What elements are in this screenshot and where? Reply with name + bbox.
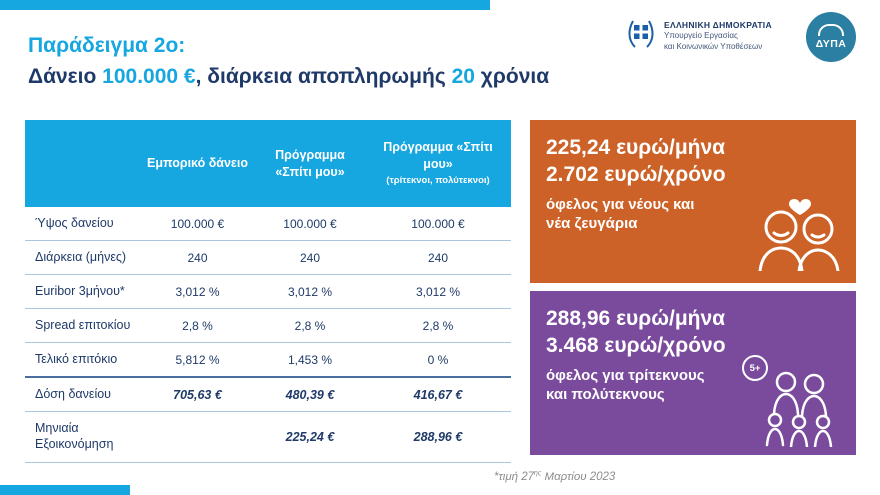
benefit-yearly-amount: 3.468 ευρώ/χρόνο [546,334,726,358]
column-header-program: Πρόγραμμα «Σπίτι μου» [275,147,345,179]
column-header-program-large-family-main: Πρόγραμμα «Σπίτι μου» [383,140,493,172]
benefit-box-large-families: 288,96 ευρώ/μήνα 3.468 ευρώ/χρόνο όφελος… [530,291,856,455]
table-row: Μηνιαία Εξοικονόμηση 225,24 € 288,96 € [25,412,511,463]
cell-value: 3,012 % [175,284,220,299]
couple-icon [754,191,846,273]
benefit-description-line2: νέα ζευγάρια [546,215,638,233]
cell-value: 225,24 € [285,430,335,444]
table-row: Spread επιτοκίου 2,8 % 2,8 % 2,8 % [25,309,511,343]
row-label: Μηνιαία Εξοικονόμηση [35,421,114,451]
title-loan-prefix: Δάνειο [28,65,103,88]
benefit-yearly-amount: 2.702 ευρώ/χρόνο [546,163,726,187]
title-duration-prefix: , διάρκεια αποπληρωμής [195,65,452,88]
benefit-monthly-amount: 288,96 ευρώ/μήνα [546,307,726,330]
benefit-monthly-amount: 225,24 ευρώ/μήνα [546,136,726,159]
cell-value: 3,012 % [287,284,333,299]
row-label: Spread επιτοκίου [35,317,131,332]
benefit-description-line1: όφελος για τρίτεκνους [546,366,705,384]
table-row: Διάρκεια (μήνες) 240 240 240 [25,241,511,275]
gov-text-line2: Υπουργείο Εργασίας [664,31,738,41]
row-label: Δόση δανείου [35,386,112,401]
gov-text-line1: ΕΛΛΗΝΙΚΗ ΔΗΜΟΚΡΑΤΙΑ [664,19,772,30]
row-label: Διάρκεια (μήνες) [35,249,127,264]
gov-text-line3: και Κοινωνικών Υποθέσεων [664,42,763,52]
cell-value: 240 [299,250,321,265]
dypa-logo: ΔΥΠΑ [806,12,856,62]
family-5plus-icon: 5+ [738,355,848,447]
dypa-swirl-icon [818,24,844,36]
cell-value: 416,67 € [413,387,463,402]
row-label: Euribor 3μήνου* [35,283,125,298]
footnote-part2: Μαρτίου 2023 [541,470,616,483]
footnote-sup: ης [534,470,542,477]
cell-value: 2,8 % [422,318,454,333]
cell-value: 240 [427,250,449,265]
benefit-box-young-couples: 225,24 ευρώ/μήνα 2.702 ευρώ/χρόνο όφελος… [530,120,856,283]
cell-value: 100.000 € [283,216,337,231]
cell-value: 705,63 € [173,387,222,402]
table-row: Ύψος δανείου 100.000 € 100.000 € 100.000… [25,207,511,241]
cell-value: 2,8 % [182,318,213,333]
column-header-commercial: Εμπορικό δάνειο [147,156,248,171]
cell-value: 480,39 € [285,387,335,402]
benefit-description-line1: όφελος για νέους και [546,195,695,213]
loan-comparison-table: Εμπορικό δάνειο Πρόγραμμα «Σπίτι μου» Πρ… [25,120,511,463]
footnote-part1: *τιμή 27 [494,470,535,483]
row-label: Ύψος δανείου [35,215,114,230]
title-line1: Παράδειγμα 2ο: [28,34,549,58]
cell-value: 5,812 % [175,352,220,367]
cell-value: 100.000 € [411,216,465,231]
title-loan-amount: 100.000 € [102,65,196,88]
title-line2: Δάνειο 100.000 €, διάρκεια αποπληρωμής 2… [28,65,549,89]
column-header-program-large-family: Πρόγραμμα «Σπίτι μου» (τρίτεκνοι, πολύτε… [365,120,511,207]
cell-value: 288,96 € [413,430,463,444]
footnote: *τιμή 27ης Μαρτίου 2023 [494,470,615,483]
page-title: Παράδειγμα 2ο: Δάνειο 100.000 €, διάρκει… [28,34,549,89]
table-row: Δόση δανείου 705,63 € 480,39 € 416,67 € [25,378,511,412]
government-logo: ΕΛΛΗΝΙΚΗ ΔΗΜΟΚΡΑΤΙΑ Υπουργείο Εργασίας κ… [626,16,772,57]
table-row: Τελικό επιτόκιο 5,812 % 1,453 % 0 % [25,343,511,378]
cell-value: 2,8 % [294,318,326,333]
dypa-logo-text: ΔΥΠΑ [815,38,847,50]
cell-value: 100.000 € [170,216,225,231]
column-header-program-large-family-sub: (τρίτεκνοι, πολύτεκνοι) [386,174,490,186]
cell-value: 1,453 % [287,352,333,367]
title-duration-years: 20 [451,65,475,88]
bottom-accent-bar [0,485,130,495]
cell-value: 240 [187,250,208,265]
benefit-description-line2: και πολύτεκνους [546,386,665,404]
cell-value: 3,012 % [415,284,461,299]
government-logo-text: ΕΛΛΗΝΙΚΗ ΔΗΜΟΚΡΑΤΙΑ Υπουργείο Εργασίας κ… [664,20,772,53]
title-line1-text: Παράδειγμα 2ο: [28,34,186,57]
five-plus-badge: 5+ [742,355,768,381]
title-duration-suffix: χρόνια [474,65,550,88]
row-label: Τελικό επιτόκιο [35,351,118,366]
column-header-empty [25,120,140,207]
greek-state-emblem-icon [626,16,656,57]
top-accent-bar [0,0,490,10]
table-row: Euribor 3μήνου* 3,012 % 3,012 % 3,012 % [25,275,511,309]
cell-value: 0 % [427,352,449,367]
table-header-row: Εμπορικό δάνειο Πρόγραμμα «Σπίτι μου» Πρ… [25,120,511,207]
